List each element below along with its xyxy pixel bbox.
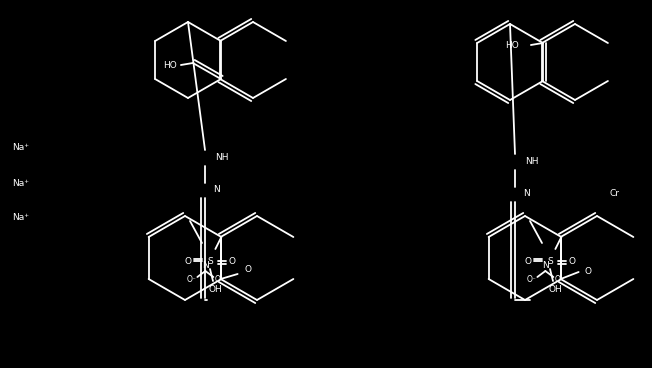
Text: O⁻: O⁻ bbox=[186, 275, 196, 283]
Text: OH: OH bbox=[208, 284, 222, 294]
Text: S: S bbox=[547, 256, 553, 265]
Text: O: O bbox=[584, 266, 591, 276]
Text: N: N bbox=[542, 261, 549, 269]
Text: OH: OH bbox=[548, 284, 562, 294]
Text: S: S bbox=[207, 256, 213, 265]
Text: N: N bbox=[202, 261, 209, 269]
Text: NH: NH bbox=[215, 153, 228, 163]
Text: HO: HO bbox=[163, 60, 177, 70]
Text: O: O bbox=[554, 275, 560, 283]
Text: O: O bbox=[244, 265, 251, 273]
Text: Na⁺: Na⁺ bbox=[12, 180, 29, 188]
Text: HO: HO bbox=[505, 40, 519, 50]
Text: O⁻: O⁻ bbox=[526, 275, 537, 283]
Text: O: O bbox=[185, 256, 192, 265]
Text: O: O bbox=[215, 275, 220, 283]
Text: O: O bbox=[228, 256, 235, 265]
Text: Na⁺: Na⁺ bbox=[12, 144, 29, 152]
Text: Na⁺: Na⁺ bbox=[12, 213, 29, 223]
Text: Cr: Cr bbox=[610, 188, 620, 198]
Text: NH: NH bbox=[525, 158, 539, 166]
Text: N: N bbox=[213, 185, 220, 195]
Text: N: N bbox=[523, 190, 529, 198]
Text: O: O bbox=[524, 256, 531, 265]
Text: O: O bbox=[569, 256, 576, 265]
